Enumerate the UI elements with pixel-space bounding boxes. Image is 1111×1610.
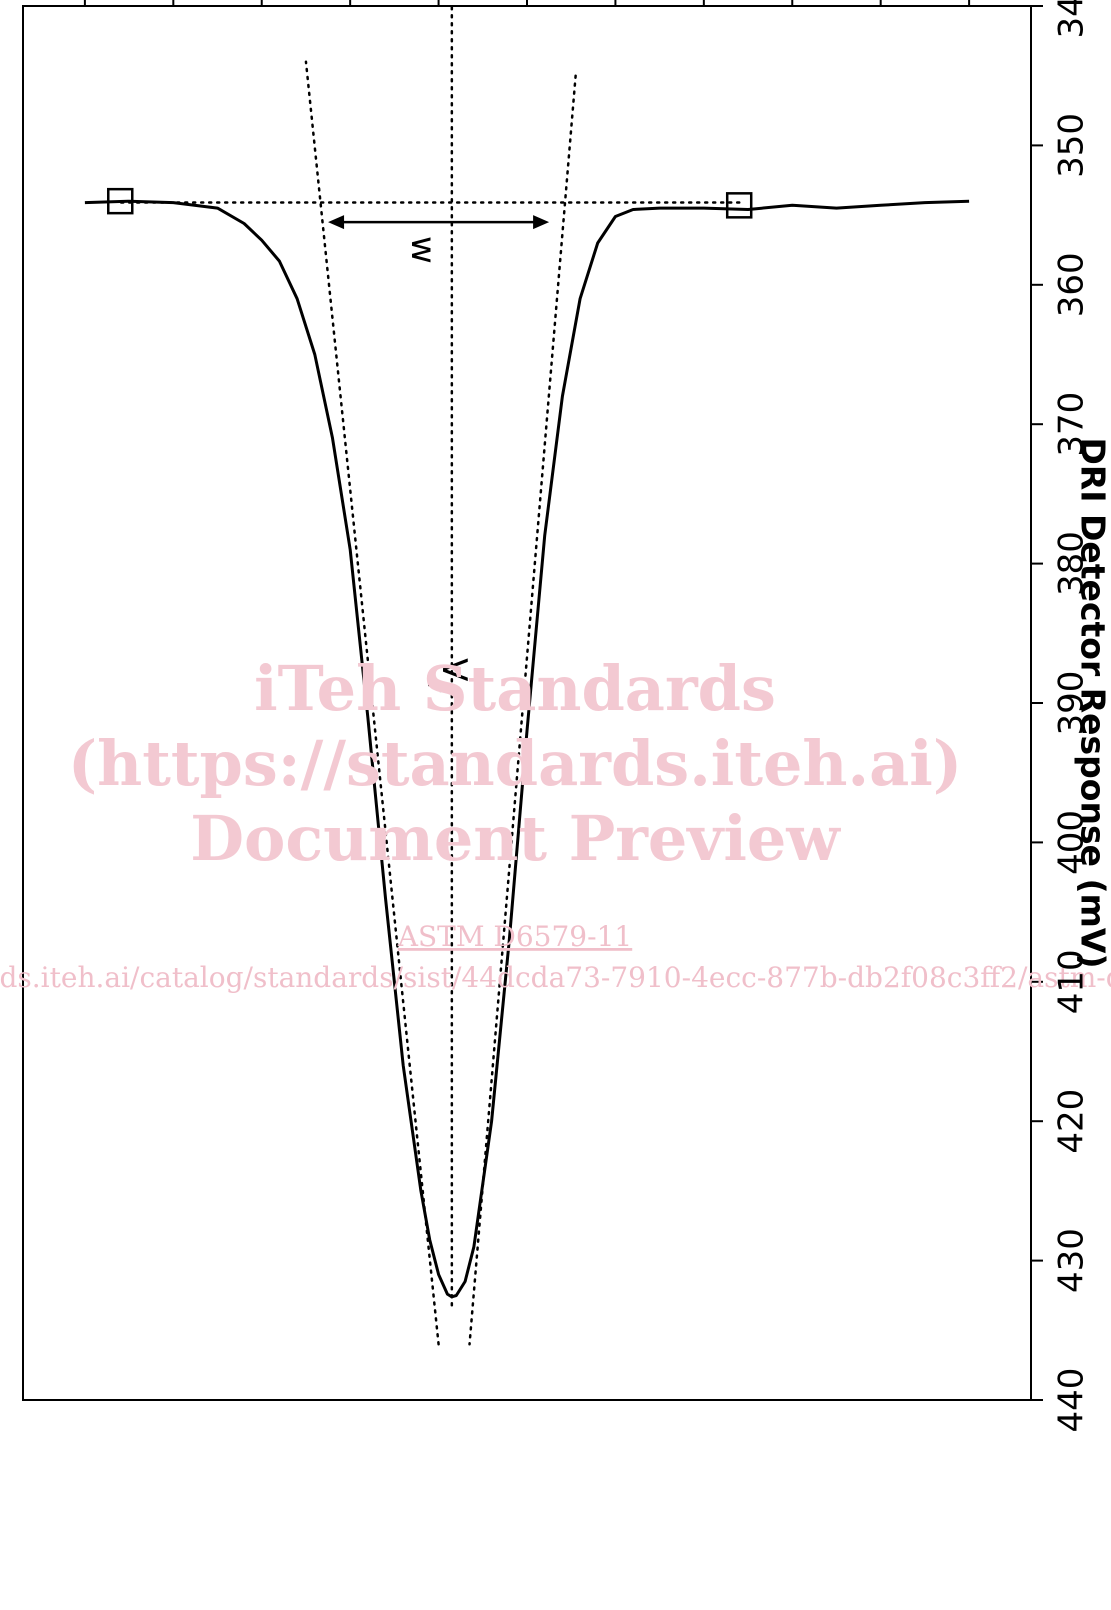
- y-tick-label: 370: [1052, 392, 1092, 457]
- y-tick-label: 360: [1052, 252, 1092, 317]
- axes-group: [83, 0, 1043, 1401]
- y-tick-label: 340: [1052, 0, 1092, 38]
- annotations-group: Vrw: [328, 215, 550, 692]
- y-tick-label: 380: [1052, 531, 1092, 596]
- chromatogram-curve: [84, 199, 970, 1299]
- y-tick-label: 440: [1052, 1368, 1092, 1433]
- watermark-line-2: (https://standards.iteh.ai): [68, 727, 962, 800]
- y-tick-label: 420: [1052, 1089, 1092, 1154]
- y-tick-label: 390: [1052, 671, 1092, 736]
- baseline-marker-square: [107, 187, 134, 215]
- y-tick-label: 410: [1052, 949, 1092, 1014]
- rotated-plot-group: Vrw DRI Detector Response (mV): [22, 0, 1111, 1401]
- watermark-line-1: iTeh Standards: [254, 652, 776, 725]
- watermark-line-3: Document Preview: [190, 802, 841, 875]
- y-tick-label: 400: [1052, 810, 1092, 875]
- watermark-line-4: ASTM D6579-11: [397, 920, 632, 953]
- width-arrow-head-left: [533, 215, 550, 230]
- baseline-marker-square: [725, 192, 753, 219]
- watermark: iTeh Standards (https://standards.iteh.a…: [0, 652, 1111, 994]
- width-arrow-head-right: [328, 215, 345, 230]
- y-tick-label: 430: [1052, 1228, 1092, 1293]
- y-axis-title: DRI Detector Response (mV): [1074, 437, 1111, 968]
- watermark-line-5: https://standards.iteh.ai/catalog/standa…: [0, 961, 1111, 994]
- tangent-line: [304, 60, 440, 1346]
- y-tick-label: 350: [1052, 113, 1092, 178]
- w-label: w: [403, 236, 443, 264]
- vr-subscript: r: [421, 681, 451, 692]
- series-group: [84, 187, 970, 1299]
